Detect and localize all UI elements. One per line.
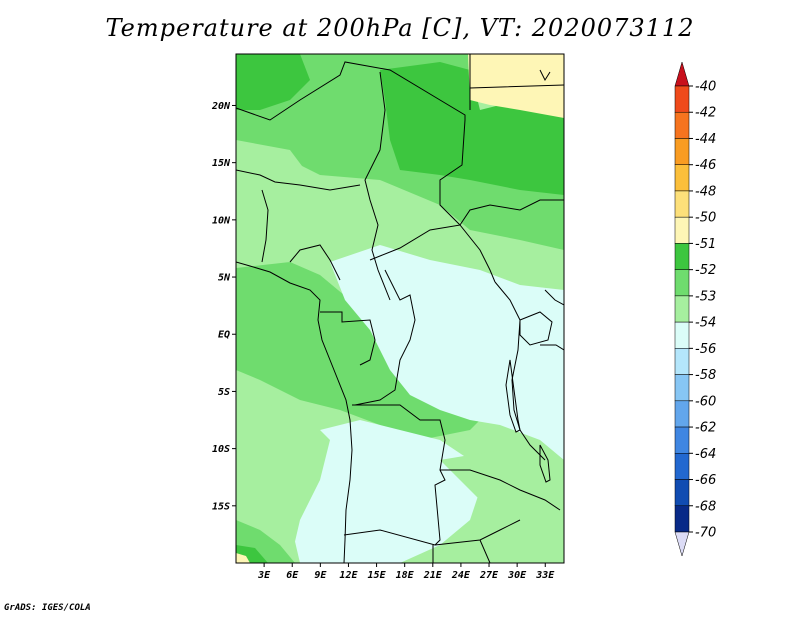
colorbar-label: -40 [695, 80, 716, 95]
border-sahel-w [236, 169, 361, 191]
colorbar-label: -60 [695, 394, 716, 409]
lon-tick-label: 18E [396, 570, 415, 581]
map-field [236, 54, 564, 563]
lat-tick-label: 15S [212, 501, 230, 512]
border-gabon [320, 311, 376, 366]
colorbar-box [674, 295, 690, 323]
lat-tick-label: 10N [212, 215, 231, 226]
border-namibia [343, 519, 521, 546]
field-54-central [330, 245, 564, 460]
lat-tick-label: EQ [218, 330, 230, 341]
grads-credit: GrADS: IGES/COLA [4, 603, 91, 613]
border-ne-egypt [469, 54, 564, 110]
colorbar-box [674, 216, 690, 244]
lon-tick-label: 12E [339, 570, 358, 581]
lon-tick-label: 27E [479, 570, 499, 581]
colorbar-box [674, 85, 690, 113]
colorbar-box [674, 374, 690, 402]
latitude-axis: 20N 15N 10N 5N EQ 5S 10S 15S [211, 101, 236, 512]
border-sudan-s [459, 199, 564, 226]
colorbar-label: -46 [695, 158, 716, 173]
colorbar-label: -66 [695, 473, 716, 488]
field-51-north [236, 54, 310, 110]
field-54-south [290, 420, 480, 563]
colorbar-label: -62 [695, 421, 716, 436]
colorbar-box [674, 348, 690, 375]
lon-tick-label: 15E [368, 570, 387, 581]
border-zambia [440, 469, 561, 511]
lake-tanganyika [505, 359, 521, 433]
coastlines-borders [236, 54, 564, 563]
colorbar-label: -44 [695, 132, 716, 147]
field-53-southwest [236, 400, 330, 563]
border-nigeria [261, 189, 341, 281]
coastline-west [236, 261, 353, 563]
lon-tick-label: 30E [507, 570, 527, 581]
lat-tick-label: 5N [218, 273, 231, 284]
colorbar-box [674, 138, 690, 165]
colorbar-box [674, 426, 690, 454]
colorbar-box [674, 505, 690, 533]
colorbar-label: -53 [695, 289, 716, 304]
lake-malawi [539, 444, 551, 483]
colorbar-label: -58 [695, 368, 716, 383]
map-frame [235, 53, 565, 564]
border-angola [352, 404, 446, 546]
colorbar-label: -52 [695, 263, 716, 278]
colorbar-box [674, 243, 690, 270]
colorbar-label: -56 [695, 342, 716, 357]
colorbar-box [674, 453, 690, 480]
lon-tick-label: 6E [286, 570, 299, 581]
colorbar-box [674, 111, 690, 139]
field-51-ne [380, 62, 564, 195]
border-mali-niger [236, 61, 466, 226]
coast-ne [539, 69, 551, 82]
colorbar-label: -70 [695, 526, 716, 541]
lake-victoria [519, 311, 553, 346]
field-53-sahel [236, 140, 380, 265]
border-south [432, 539, 491, 563]
lat-tick-label: 20N [211, 101, 231, 112]
border-uganda-kenya [540, 289, 564, 351]
colorbar-box [674, 400, 690, 428]
colorbar: -40 -42 -44 -46 -48 -50 -51 -52 -53 -54 -56 -58 -60 -… [674, 61, 716, 557]
field-53-southeast [440, 450, 564, 563]
border-chad-sudan [364, 71, 391, 301]
colorbar-label: -48 [695, 184, 716, 199]
lat-tick-label: 15N [212, 158, 231, 169]
lon-tick-label: 9E [314, 570, 327, 581]
lon-tick-label: 3E [257, 570, 271, 581]
colorbar-label: -51 [695, 237, 716, 252]
colorbar-tip-bottom [674, 531, 690, 557]
colorbar-label: -50 [695, 211, 716, 226]
colorbar-label: -68 [695, 499, 716, 514]
colorbar-box [674, 269, 690, 297]
lon-tick-label: 33E [535, 570, 555, 581]
lat-tick-label: 5S [218, 387, 230, 398]
field-50-sw [236, 553, 250, 563]
colorbar-label: -42 [695, 106, 716, 121]
border-congo [354, 269, 416, 406]
colorbar-box [674, 479, 690, 507]
colorbar-box [674, 321, 690, 349]
border-drc-east [494, 281, 546, 461]
colorbar-label: -64 [695, 447, 716, 462]
lon-tick-label: 24E [451, 570, 471, 581]
longitude-axis: 3E 6E 9E 12E 15E 18E 21E 24E 27E 30E 33E [257, 563, 555, 581]
colorbar-box [674, 164, 690, 192]
lon-tick-label: 21E [423, 570, 443, 581]
colorbar-box [674, 190, 690, 218]
colorbar-tip-top [674, 61, 690, 87]
colorbar-label: -54 [695, 316, 716, 331]
lat-tick-label: 10S [212, 444, 230, 455]
chart-title: Temperature at 200hPa [C], VT: 202007311… [105, 14, 695, 42]
